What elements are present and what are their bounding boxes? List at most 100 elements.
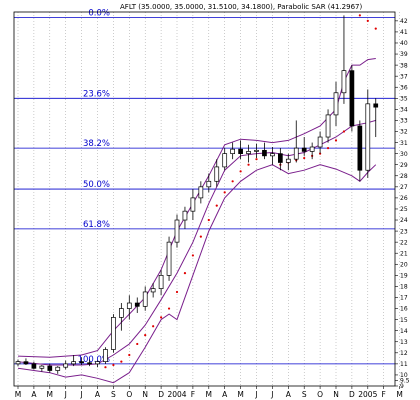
x-tick-label: O <box>126 390 132 399</box>
y-tick-label: 15 <box>400 317 408 324</box>
price-candle <box>333 92 339 116</box>
x-tick-label: D <box>349 390 355 399</box>
sar-dot <box>152 325 155 328</box>
x-tick-label: A <box>286 390 292 399</box>
price-candle <box>309 146 315 152</box>
x-tick-label: M <box>47 390 53 399</box>
price-candle <box>47 365 53 371</box>
y-tick-label: 27 <box>400 184 408 191</box>
sar-dot <box>239 170 242 173</box>
price-candle <box>63 363 69 368</box>
price-candle <box>39 365 45 369</box>
x-tick-label: 2004 <box>167 390 186 399</box>
y-tick-label: 17 <box>400 295 408 302</box>
price-candle <box>262 149 267 157</box>
price-candle <box>222 153 228 168</box>
price-candle <box>174 219 180 243</box>
price-candle <box>142 291 148 307</box>
y-tick-label: 10 <box>400 372 408 379</box>
price-candle <box>357 125 363 171</box>
price-candle <box>31 363 37 369</box>
price-candle <box>270 153 275 157</box>
sar-dot <box>199 235 202 238</box>
y-tick-label: 38 <box>400 62 408 69</box>
x-tick-label: F <box>191 390 195 399</box>
sar-dot <box>120 360 123 363</box>
sar-dot <box>191 254 194 257</box>
y-tick-label: 19 <box>400 273 408 280</box>
x-axis: M A M J J A S O N D 2004 F M A M J J A S O N D 2005 F M <box>15 386 403 399</box>
sar-dot <box>342 130 346 133</box>
price-candle <box>15 361 21 365</box>
y-tick-label: 39 <box>400 51 408 58</box>
parabolic-sar <box>104 14 377 369</box>
lower-band-line <box>17 164 377 384</box>
price-candle <box>293 147 299 160</box>
y-tick-label: 37 <box>400 73 408 80</box>
price-candle <box>341 70 347 94</box>
y-tick-label: 23 <box>400 228 408 235</box>
price-candle <box>158 274 164 289</box>
x-tick-label: M <box>237 390 243 399</box>
price-candle <box>118 308 124 318</box>
x-tick-label: S <box>111 390 116 399</box>
x-tick-label: M <box>15 390 21 399</box>
price-candle <box>166 241 172 276</box>
x-tick-label: J <box>254 390 257 399</box>
sar-dot <box>167 307 171 310</box>
y-tick-label: 13 <box>400 339 408 346</box>
price-candle <box>198 186 204 199</box>
x-tick-label: A <box>222 390 228 399</box>
y-tick-label: 28 <box>400 173 408 180</box>
y-axis: 99.510 11 12 13 14 15 16 17 18 19 20 21 22 23 24 25 26 27… <box>395 18 410 390</box>
sar-dot <box>358 14 361 17</box>
x-tick-label: D <box>158 390 164 399</box>
fib-level-label: 50.0% <box>83 180 110 190</box>
fib-level-label: 100.0% <box>78 355 110 365</box>
price-candle <box>182 210 188 221</box>
price-candle <box>230 148 235 154</box>
y-tick-label: 41 <box>400 29 408 36</box>
y-tick-label: 29 <box>400 162 408 169</box>
sar-dot <box>136 342 139 346</box>
price-candle <box>254 149 259 152</box>
y-tick-label: 12 <box>400 350 408 357</box>
sar-dot <box>326 147 330 150</box>
price-candle <box>373 103 379 108</box>
sar-dot <box>247 163 250 166</box>
sar-dot <box>144 334 147 337</box>
price-candle <box>214 166 220 182</box>
x-tick-label: J <box>64 390 67 399</box>
y-tick-label: 42 <box>400 18 408 25</box>
y-tick-label: 14 <box>400 328 408 335</box>
fib-level-label: 23.6% <box>83 89 110 99</box>
y-tick-label: 40 <box>400 40 408 47</box>
price-candle <box>23 361 29 365</box>
sar-dot <box>303 156 306 160</box>
chart-title: AFLT (35.0000, 35.0000, 31.5100, 34.1800… <box>120 3 362 11</box>
sar-dot <box>104 366 107 369</box>
sar-dot <box>160 316 163 319</box>
x-tick-label: M <box>206 390 212 399</box>
y-tick-label: 33 <box>400 118 408 125</box>
y-tick-label: 18 <box>400 284 408 291</box>
y-tick-label: 26 <box>400 195 408 202</box>
y-tick-label: 22 <box>400 239 408 246</box>
sar-dot <box>374 27 377 30</box>
x-tick-label: N <box>333 390 339 399</box>
x-tick-label: F <box>382 390 386 399</box>
y-tick-label: 24 <box>400 217 408 224</box>
sar-dot <box>175 290 179 294</box>
price-candle <box>246 151 251 154</box>
price-candle <box>95 361 100 365</box>
sar-dot <box>128 353 131 357</box>
sar-dot <box>112 363 115 367</box>
sar-dot <box>223 191 226 194</box>
price-candle <box>190 197 196 212</box>
fib-level-label: 0.0% <box>88 9 110 19</box>
sar-dot <box>231 180 234 183</box>
sar-dot <box>207 218 210 222</box>
price-candle <box>87 362 92 365</box>
y-tick-label: 31 <box>400 140 408 147</box>
